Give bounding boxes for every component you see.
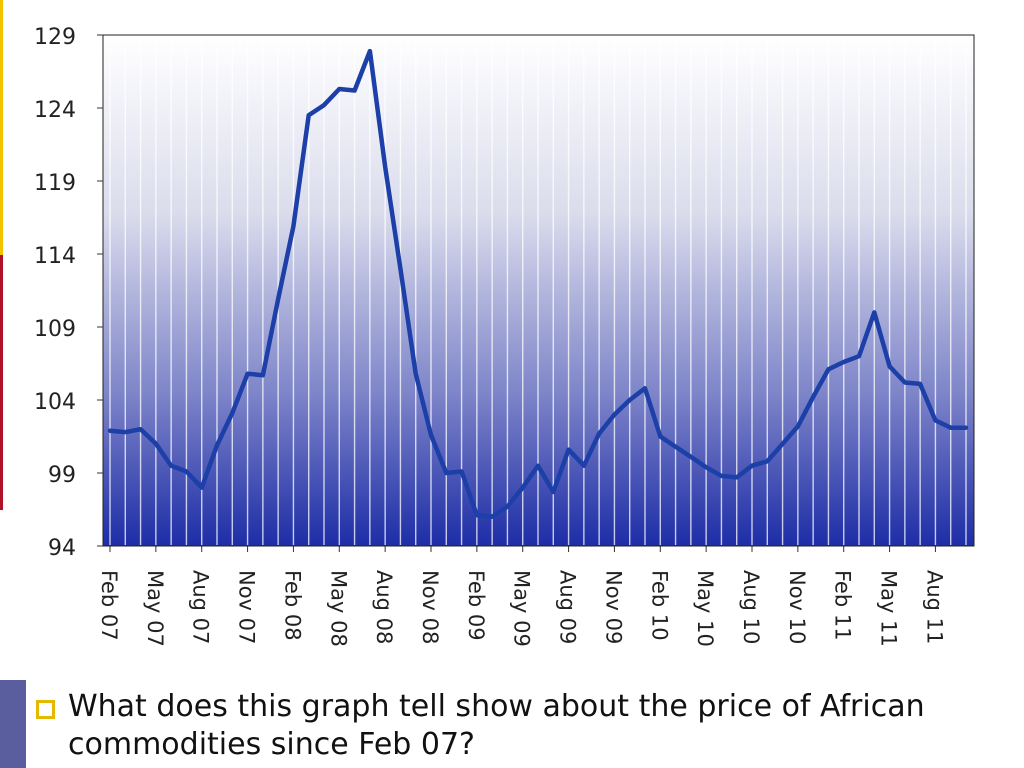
y-tick-label: 119 [34, 171, 76, 196]
series-line [107, 48, 969, 520]
bullet-square-icon [36, 700, 55, 719]
x-tick-label: Nov 09 [601, 570, 625, 644]
x-tick-label: Feb 08 [280, 570, 304, 641]
line-chart: 94 99 104 109 114 119 124 129 Feb 07 May 07 Aug 0… [34, 25, 975, 647]
x-tick-label: Feb 07 [97, 570, 121, 641]
y-tick-label: 129 [34, 25, 76, 50]
y-axis: 94 99 104 109 114 119 124 129 [34, 25, 103, 561]
x-tick-label: May 09 [510, 570, 534, 647]
slide-accent-bar-yellow [0, 0, 3, 255]
slide-accent-block-blue [0, 680, 26, 768]
x-tick-label: Nov 10 [785, 570, 809, 644]
x-tick-label: May 08 [326, 570, 350, 647]
grid-lines [109, 36, 967, 545]
x-tick-label: Aug 10 [739, 570, 763, 644]
x-tick-label: Nov 08 [418, 570, 442, 644]
slide-accent-bar-red [0, 255, 3, 510]
x-tick-label: Aug 07 [189, 570, 213, 644]
x-tick-label: Aug 08 [372, 570, 396, 644]
x-tick-label: Feb 10 [647, 570, 671, 641]
series-layer [107, 48, 969, 520]
x-axis: Feb 07 May 07 Aug 07 Nov 07 Feb 08 May 08 Aug … [97, 546, 946, 647]
x-tick-label: Aug 09 [556, 570, 580, 644]
x-tick-label: Aug 11 [922, 570, 946, 644]
y-tick-label: 99 [48, 463, 76, 488]
x-tick-label: May 07 [143, 570, 167, 647]
question-text: What does this graph tell show about the… [68, 689, 925, 762]
y-tick-label: 94 [48, 536, 76, 561]
y-tick-label: 109 [34, 317, 76, 342]
y-tick-label: 104 [34, 390, 76, 415]
x-tick-label: Nov 07 [235, 570, 259, 644]
y-tick-label: 114 [34, 244, 76, 269]
x-tick-label: Feb 11 [831, 570, 855, 641]
y-tick-label: 124 [34, 98, 76, 123]
x-tick-label: May 10 [693, 570, 717, 647]
x-tick-label: May 11 [877, 570, 901, 647]
x-tick-label: Feb 09 [464, 570, 488, 641]
